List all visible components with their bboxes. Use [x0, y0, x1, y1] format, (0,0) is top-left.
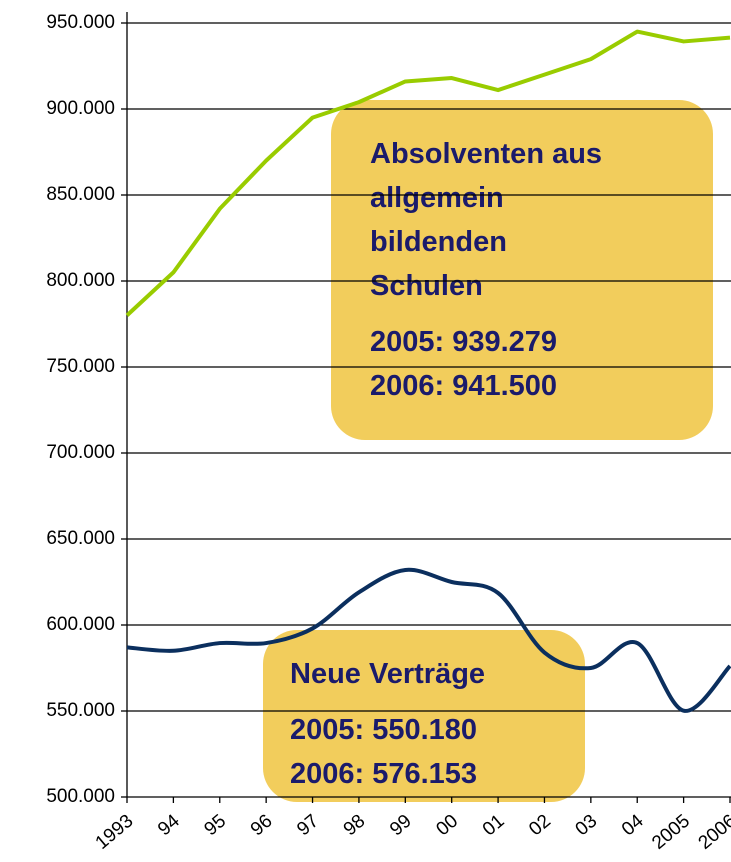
- annotation-box: [331, 100, 713, 440]
- y-tick-label: 750.000: [46, 356, 115, 377]
- y-tick-label: 650.000: [46, 528, 115, 549]
- y-tick-label: 600.000: [46, 614, 115, 635]
- line-series: [126, 567, 731, 713]
- x-tick-label: 2005: [648, 811, 694, 854]
- x-tick-label: 2006: [695, 811, 731, 854]
- annotation-value: 2005: 939.279: [370, 326, 557, 358]
- annotation-text: bildenden: [370, 226, 507, 258]
- x-tick-label: 01: [479, 811, 509, 841]
- annotation-text: Neue Verträge: [290, 658, 485, 690]
- x-tick-label: 1993: [92, 811, 138, 854]
- x-tick-label: 04: [618, 810, 648, 840]
- y-tick-label: 900.000: [46, 98, 115, 119]
- line-series: [125, 29, 731, 317]
- x-tick-label: 95: [201, 811, 231, 841]
- annotation-text: Schulen: [370, 270, 483, 302]
- annotation-text: Absolventen aus: [370, 138, 602, 170]
- x-tick-label: 00: [432, 811, 462, 841]
- x-tick-label: 96: [247, 811, 277, 841]
- x-tick-label: 94: [154, 810, 184, 840]
- annotation-box: [263, 630, 585, 802]
- annotation-text: allgemein: [370, 182, 504, 214]
- y-tick-label: 550.000: [46, 700, 115, 721]
- x-tick-label: 02: [525, 811, 555, 841]
- y-tick-label: 500.000: [46, 786, 115, 807]
- y-tick-label: 700.000: [46, 442, 115, 463]
- y-tick-label: 800.000: [46, 270, 115, 291]
- x-tick-label: 98: [340, 811, 370, 841]
- y-tick-label: 950.000: [46, 12, 115, 33]
- annotation-value: 2005: 550.180: [290, 714, 477, 746]
- annotation-value: 2006: 576.153: [290, 758, 477, 790]
- x-tick-label: 99: [386, 811, 416, 841]
- x-tick-label: 97: [293, 811, 323, 841]
- annotation-value: 2006: 941.500: [370, 370, 557, 402]
- y-tick-label: 850.000: [46, 184, 115, 205]
- x-tick-label: 03: [572, 811, 602, 841]
